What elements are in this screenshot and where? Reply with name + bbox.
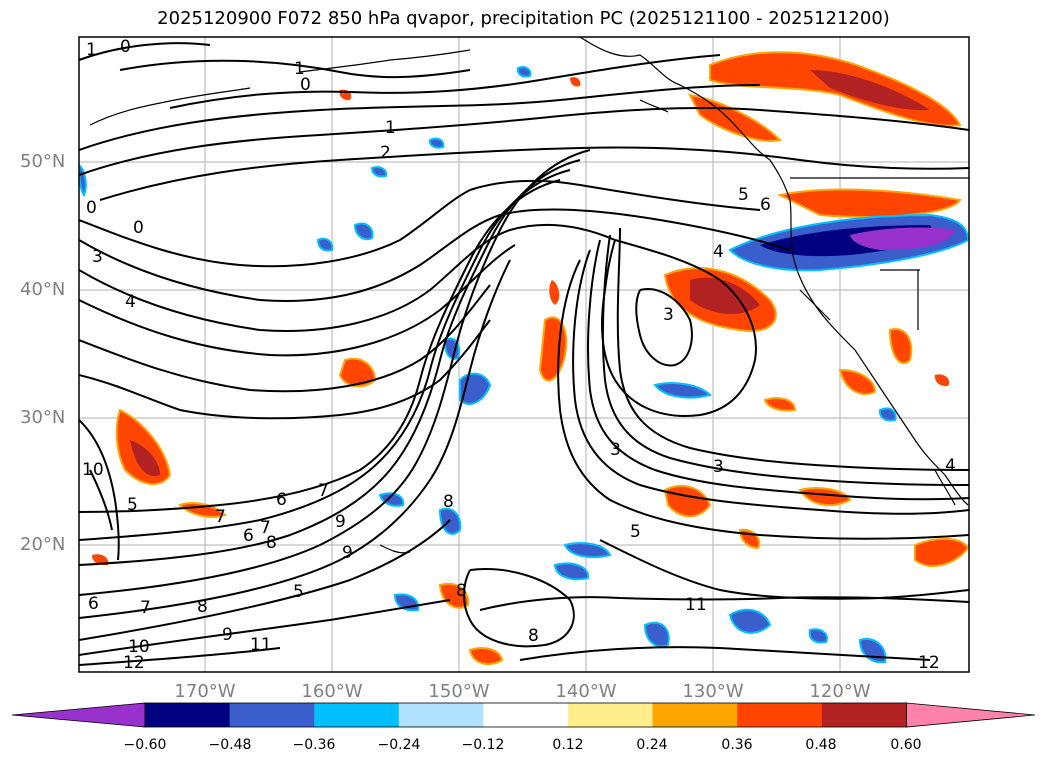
contour-label: 12 [918, 653, 940, 673]
contour-label: 0 [86, 198, 97, 218]
contour-label: 1 [385, 118, 396, 138]
colorbar-segment [483, 703, 569, 727]
colorbar-segment [398, 703, 484, 727]
contour-label: 2 [380, 143, 391, 163]
contour-label: 9 [335, 512, 346, 532]
lat-label: 30°N [20, 407, 66, 428]
contour-label: 5 [127, 495, 138, 515]
lon-label: 140°W [555, 681, 617, 702]
contour-label: 7 [215, 507, 226, 527]
contour-label: 0 [120, 37, 131, 57]
contour-label: 0 [133, 218, 144, 238]
colorbar-segment [145, 703, 231, 727]
colorbar-segment [821, 703, 907, 727]
colorbar-tick-label: −0.12 [461, 737, 505, 753]
contour-label: 4 [125, 292, 136, 312]
contour-label: 7 [140, 598, 151, 618]
lat-label: 50°N [20, 151, 66, 172]
colorbar-tick-label: −0.48 [208, 737, 252, 753]
contour-label: 3 [663, 305, 674, 325]
colorbar-segment [737, 703, 823, 727]
colorbar-tick-label: −0.60 [123, 737, 167, 753]
contour-label: 8 [528, 626, 539, 646]
coastlines [89, 37, 969, 554]
colorbar-tick-label: 0.12 [552, 737, 584, 753]
colorbar-segment [568, 703, 654, 727]
colorbar-extend-min [11, 702, 146, 728]
contour-label: 9 [342, 543, 353, 563]
contour-label: 3 [713, 457, 724, 477]
colorbar-tick-label: 0.60 [890, 737, 922, 753]
contour-label: 3 [92, 247, 103, 267]
lon-label: 150°W [428, 681, 490, 702]
contour-label: 1 [86, 40, 97, 60]
contour-label: 10 [128, 637, 150, 657]
colorbar-tick-label: −0.24 [377, 737, 421, 753]
colorbar-segment [652, 703, 738, 727]
colorbar-tick-label: 0.36 [721, 737, 753, 753]
precip-negative-areas [79, 66, 969, 664]
contour-label: 10 [82, 460, 104, 480]
contour-label: 8 [443, 492, 454, 512]
lon-label: 120°W [809, 681, 871, 702]
contour-label: 11 [250, 635, 272, 655]
contour-label: 5 [630, 522, 641, 542]
contour-label: 11 [685, 595, 707, 615]
colorbar-border [144, 702, 907, 728]
contour-label: 6 [88, 594, 99, 614]
contour-label: 4 [713, 242, 724, 262]
contour-label: 4 [945, 456, 956, 476]
map-title: 2025120900 F072 850 hPa qvapor, precipit… [157, 8, 890, 29]
contour-label: 1 [294, 59, 305, 79]
colorbar-tick-label: 0.48 [805, 737, 837, 753]
lat-label: 40°N [20, 279, 66, 300]
contour-label: 3 [610, 440, 621, 460]
lon-label: 170°W [174, 681, 236, 702]
lat-label: 20°N [20, 534, 66, 555]
lon-label: 130°W [682, 681, 744, 702]
contour-label: 0 [300, 75, 311, 95]
contour-label: 8 [456, 581, 467, 601]
contour-label: 6 [243, 526, 254, 546]
colorbar-tick-label: −0.36 [292, 737, 336, 753]
contour-label: 8 [197, 597, 208, 617]
contour-label: 9 [222, 625, 233, 645]
colorbar-segment [229, 703, 315, 727]
contour-label: 7 [318, 481, 329, 501]
contour-label: 12 [123, 653, 145, 673]
contour-labels: 1 0 1 0 1 2 0 0 3 4 5 6 4 3 3 3 5 7 6 8 … [82, 37, 956, 673]
colorbar-segment [314, 703, 400, 727]
colorbar-extend-max [906, 702, 1036, 728]
contour-label: 6 [760, 195, 771, 215]
qvapor-contours [79, 42, 969, 666]
contour-label: 8 [266, 533, 277, 553]
contour-label: 5 [293, 582, 304, 602]
contour-label: 6 [276, 490, 287, 510]
map-border [78, 36, 970, 673]
colorbar-tick-label: 0.24 [636, 737, 668, 753]
colorbar [11, 702, 1036, 728]
contour-label: 7 [260, 518, 271, 538]
lon-label: 160°W [301, 681, 363, 702]
contour-label: 5 [738, 185, 749, 205]
